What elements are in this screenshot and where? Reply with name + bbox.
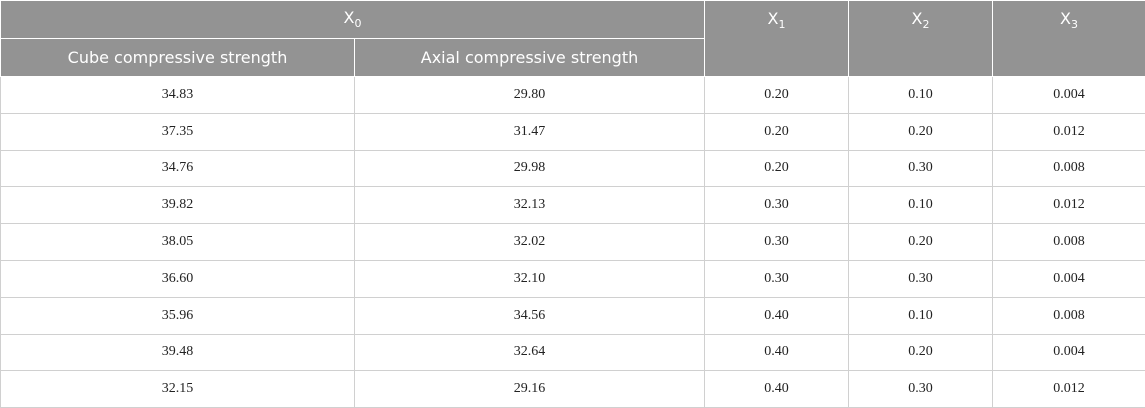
table-cell: 0.40 xyxy=(705,334,849,371)
table-cell: 0.012 xyxy=(993,113,1145,150)
table-cell: 0.30 xyxy=(705,224,849,261)
table-cell: 31.47 xyxy=(355,113,705,150)
table-cell: 29.16 xyxy=(355,371,705,408)
table-cell: 0.40 xyxy=(705,297,849,334)
table-cell: 34.76 xyxy=(1,150,355,187)
table-cell: 32.15 xyxy=(1,371,355,408)
column-header: X3 xyxy=(993,1,1145,77)
header-base: X xyxy=(768,9,779,28)
table-cell: 0.20 xyxy=(705,77,849,114)
header-row: X0 X1 X2 X3 xyxy=(1,1,1145,39)
table-cell: 0.30 xyxy=(849,150,993,187)
table-cell: 29.80 xyxy=(355,77,705,114)
table-cell: 0.10 xyxy=(849,77,993,114)
table-cell: 32.13 xyxy=(355,187,705,224)
table-cell: 34.56 xyxy=(355,297,705,334)
table-cell: 34.83 xyxy=(1,77,355,114)
subcolumn-header: Cube compressive strength xyxy=(1,39,355,77)
table-cell: 0.012 xyxy=(993,187,1145,224)
table-cell: 32.10 xyxy=(355,260,705,297)
table-cell: 0.10 xyxy=(849,187,993,224)
table-cell: 35.96 xyxy=(1,297,355,334)
table-cell: 0.008 xyxy=(993,150,1145,187)
column-header: X2 xyxy=(849,1,993,77)
table-cell: 0.004 xyxy=(993,77,1145,114)
table-cell: 0.20 xyxy=(849,224,993,261)
table-cell: 32.02 xyxy=(355,224,705,261)
column-header: X1 xyxy=(705,1,849,77)
table-cell: 38.05 xyxy=(1,224,355,261)
table-cell: 0.004 xyxy=(993,260,1145,297)
table-cell: 39.48 xyxy=(1,334,355,371)
header-base: X xyxy=(912,9,923,28)
table-cell: 0.40 xyxy=(705,371,849,408)
table-cell: 0.20 xyxy=(849,113,993,150)
table-cell: 0.30 xyxy=(705,187,849,224)
table-cell: 0.30 xyxy=(849,371,993,408)
table-cell: 39.82 xyxy=(1,187,355,224)
table-cell: 0.008 xyxy=(993,297,1145,334)
table-header: X0 X1 X2 X3 Cube compressive strength Ax… xyxy=(1,1,1145,77)
header-base: X xyxy=(344,8,355,27)
table-cell: 0.20 xyxy=(849,334,993,371)
header-sub: 2 xyxy=(922,18,929,31)
table-cell: 0.30 xyxy=(849,260,993,297)
subcolumn-header: Axial compressive strength xyxy=(355,39,705,77)
group-header: X0 xyxy=(1,1,705,39)
table-cell: 32.64 xyxy=(355,334,705,371)
table-cell: 29.98 xyxy=(355,150,705,187)
table-cell: 0.30 xyxy=(705,260,849,297)
header-sub: 3 xyxy=(1071,18,1078,31)
table-cell: 0.008 xyxy=(993,224,1145,261)
header-sub: 0 xyxy=(354,18,361,31)
header-sub: 1 xyxy=(778,18,785,31)
table-cell: 37.35 xyxy=(1,113,355,150)
table-cell: 0.10 xyxy=(849,297,993,334)
table-cell: 36.60 xyxy=(1,260,355,297)
table-cell: 0.012 xyxy=(993,371,1145,408)
table-cell: 0.20 xyxy=(705,113,849,150)
header-base: X xyxy=(1060,9,1071,28)
table-cell: 0.004 xyxy=(993,334,1145,371)
table-cell: 0.20 xyxy=(705,150,849,187)
